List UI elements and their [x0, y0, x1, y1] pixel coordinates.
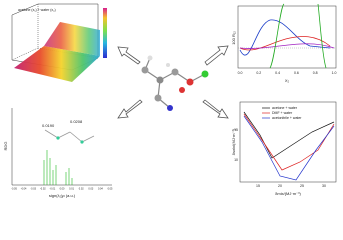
x-tick-label: -0.03 — [30, 188, 36, 191]
x-tick-label: 0.0 — [238, 71, 243, 75]
surface-panel: acetone (x₁) + water (x₂) — [11, 3, 107, 82]
x-tick-label: 0.04 — [98, 188, 103, 191]
x-tick-label: -0.05 — [11, 188, 17, 191]
solubility-y-label: δsolv/(MJ·m⁻³) — [231, 128, 236, 155]
x-tick-label: 1.0 — [332, 71, 337, 75]
legend-label: DMF + water — [272, 111, 293, 115]
x-tick-label: 0.01 — [69, 188, 74, 191]
nci-label: 0.0208 — [70, 119, 83, 124]
excess-panel: 100 R₁₂ X₂ 0.0 0.2 0.4 0.6 0.8 1.0 — [231, 3, 337, 83]
molecule — [141, 55, 209, 111]
nci-panel: 0.0190 0.0208 RDG sign(λ₂)ρ (a.u.) -0.05… — [3, 108, 113, 198]
x-tick-label: 0.2 — [256, 71, 261, 75]
excess-y-label: 100 R₁₂ — [231, 31, 236, 45]
excess-x-label: X₂ — [285, 78, 290, 83]
legend-label: acetonitrile + water — [272, 116, 302, 120]
x-tick-label: 0.00 — [60, 188, 65, 191]
arrows — [117, 45, 229, 119]
x-tick-label: 0.6 — [294, 71, 299, 75]
x-tick-label: -0.02 — [40, 188, 46, 191]
x-tick-label: -0.04 — [21, 188, 27, 191]
x-tick-label: -0.01 — [50, 188, 56, 191]
nci-y-label: RDG — [3, 142, 8, 151]
x-tick-label: 0.4 — [275, 71, 280, 75]
x-tick-label: 0.03 — [88, 188, 93, 191]
x-tick-label: 20 — [278, 184, 282, 188]
y-tick-label: 15 — [234, 128, 238, 132]
x-tick-label: 0.8 — [313, 71, 318, 75]
x-tick-label: 0.05 — [108, 188, 113, 191]
x-tick-label: 25 — [300, 184, 304, 188]
y-tick-label: 10 — [234, 158, 238, 162]
legend-label: acetone + water — [272, 106, 298, 110]
solubility-x-label: δmix/(MJ·m⁻³) — [275, 191, 301, 196]
graphical-abstract: acetone (x₁) + water (x₂) 100 R₁₂ X₂ 0.0… — [3, 3, 337, 198]
nci-x-label: sign(λ₂)ρ (a.u.) — [49, 193, 76, 198]
x-tick-label: 30 — [322, 184, 326, 188]
x-tick-label: 0.02 — [79, 188, 84, 191]
surface-label: acetone (x₁) + water (x₂) — [18, 8, 56, 12]
nci-label: 0.0190 — [42, 123, 55, 128]
x-tick-label: 15 — [256, 184, 260, 188]
